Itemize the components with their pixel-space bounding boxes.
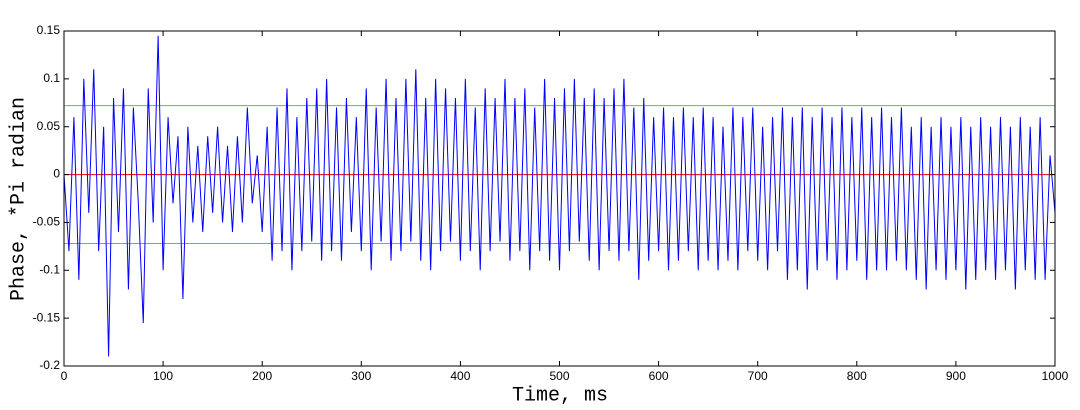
y-tick-label: -0.2 xyxy=(39,358,60,372)
plot-area xyxy=(64,31,1055,366)
y-tick-label: 0.15 xyxy=(37,23,61,37)
y-axis-label: Phase, *Pi radian xyxy=(7,97,30,301)
x-tick-label: 300 xyxy=(351,369,371,383)
x-tick-label: 1000 xyxy=(1042,369,1069,383)
x-tick-label: 700 xyxy=(748,369,768,383)
x-axis-label: Time, ms xyxy=(512,384,608,407)
y-tick-label: -0.15 xyxy=(33,310,61,324)
y-tick-label: -0.05 xyxy=(33,215,61,229)
x-tick-label: 600 xyxy=(649,369,669,383)
x-tick-label: 500 xyxy=(549,369,569,383)
y-tick-label: 0.05 xyxy=(37,119,61,133)
x-tick-label: 900 xyxy=(946,369,966,383)
x-tick-label: 200 xyxy=(252,369,272,383)
y-tick-label: 0.1 xyxy=(43,71,60,85)
x-tick-label: 0 xyxy=(61,369,68,383)
y-tick-label: 0 xyxy=(53,167,60,181)
data-line xyxy=(63,35,1056,357)
x-tick-label: 800 xyxy=(847,369,867,383)
x-tick-label: 100 xyxy=(153,369,173,383)
y-tick-label: -0.1 xyxy=(39,262,60,276)
x-tick-label: 400 xyxy=(450,369,470,383)
